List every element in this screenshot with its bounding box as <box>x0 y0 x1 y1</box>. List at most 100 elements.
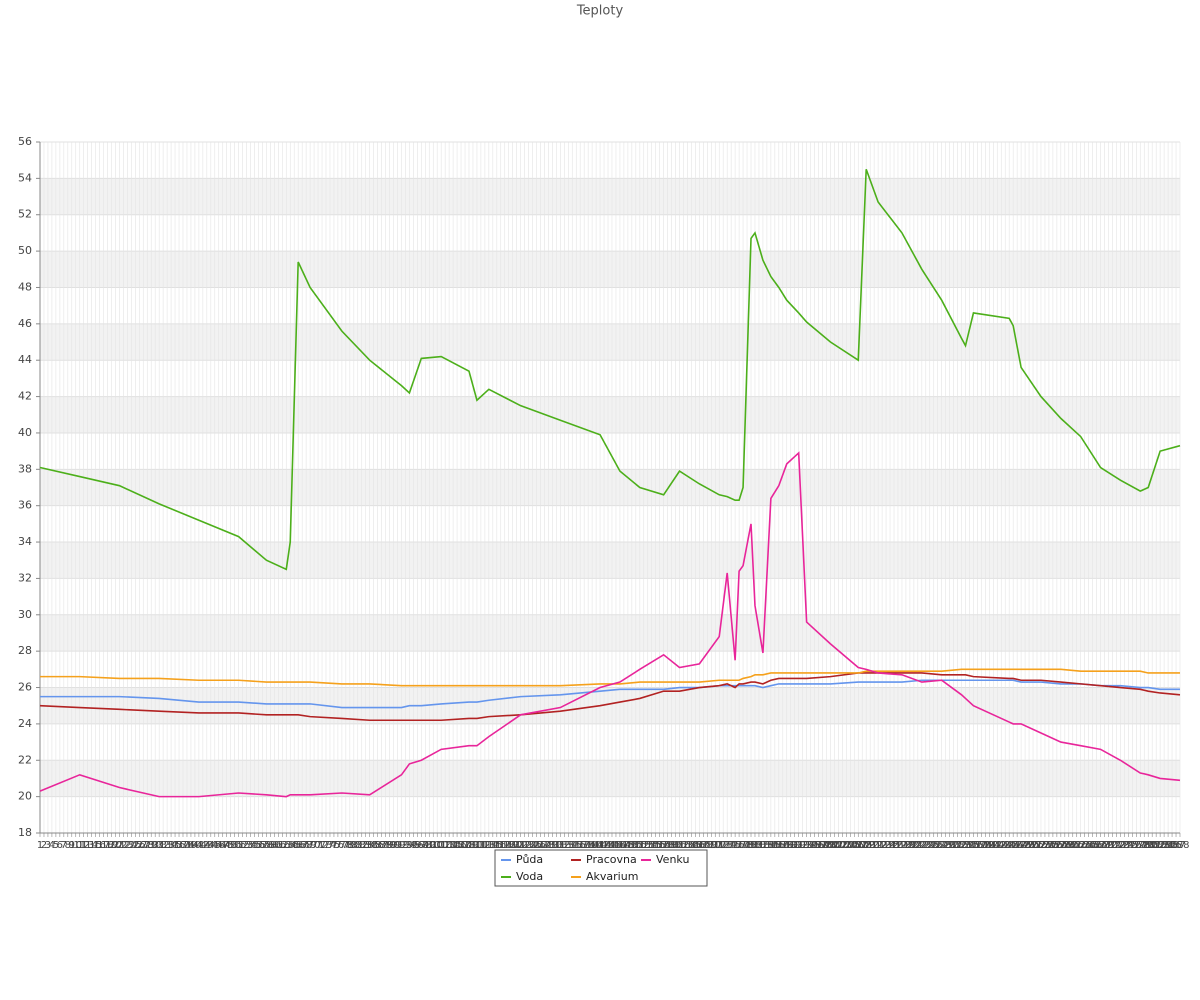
x-tick-label: 198 <box>813 840 832 851</box>
x-tick-label: 246 <box>1004 840 1023 851</box>
x-tick-label: 111 <box>467 840 486 851</box>
chart-title: Teploty <box>576 4 624 19</box>
y-tick-label: 50 <box>18 244 32 257</box>
x-tick-label: 17 <box>97 840 110 851</box>
x-tick-label: 244 <box>996 840 1015 851</box>
x-tick-label: 211 <box>865 840 884 851</box>
x-tick-label: 59 <box>264 840 277 851</box>
x-tick-label: 274 <box>1115 840 1134 851</box>
x-tick-label: 147 <box>610 840 629 851</box>
x-tick-label: 185 <box>761 840 780 851</box>
x-tick-label: 33 <box>161 840 174 851</box>
x-tick-label: 28 <box>141 840 154 851</box>
x-tick-label: 36 <box>173 840 186 851</box>
x-tick-label: 131 <box>547 840 566 851</box>
x-tick-label: 158 <box>654 840 673 851</box>
x-tick-label: 157 <box>650 840 669 851</box>
series-line <box>40 668 1180 687</box>
x-tick-label: 199 <box>817 840 836 851</box>
x-tick-label: 163 <box>674 840 693 851</box>
x-tick-label: 73 <box>320 840 333 851</box>
x-tick-label: 215 <box>880 840 899 851</box>
x-tick-label: 3 <box>45 840 51 851</box>
x-tick-label: 286 <box>1163 840 1182 851</box>
x-tick-label: 156 <box>646 840 665 851</box>
x-tick-label: 123 <box>515 840 534 851</box>
x-tick-label: 128 <box>535 840 554 851</box>
x-tick-label: 144 <box>598 840 617 851</box>
grid-band <box>40 396 1180 433</box>
x-tick-label: 69 <box>304 840 317 851</box>
x-tick-label: 224 <box>916 840 935 851</box>
x-tick-label: 103 <box>436 840 455 851</box>
x-tick-label: 247 <box>1008 840 1027 851</box>
x-tick-label: 34 <box>165 840 178 851</box>
x-tick-label: 275 <box>1119 840 1138 851</box>
x-tick-label: 139 <box>579 840 598 851</box>
x-tick-label: 98 <box>419 840 432 851</box>
x-tick-label: 200 <box>821 840 840 851</box>
x-tick-label: 282 <box>1147 840 1166 851</box>
x-tick-label: 118 <box>495 840 514 851</box>
y-tick-label: 38 <box>18 462 32 475</box>
x-tick-label: 22 <box>117 840 130 851</box>
y-tick-label: 20 <box>18 790 32 803</box>
x-tick-label: 196 <box>805 840 824 851</box>
x-tick-label: 180 <box>741 840 760 851</box>
x-tick-label: 100 <box>424 840 443 851</box>
x-tick-label: 168 <box>694 840 713 851</box>
x-tick-label: 25 <box>129 840 142 851</box>
series-line <box>39 451 1181 798</box>
x-tick-label: 90 <box>387 840 400 851</box>
x-tick-label: 11 <box>73 840 86 851</box>
x-tick-label: 132 <box>551 840 570 851</box>
x-tick-label: 254 <box>1035 840 1054 851</box>
x-tick-label: 237 <box>968 840 987 851</box>
x-tick-label: 261 <box>1063 840 1082 851</box>
x-tick-label: 112 <box>471 840 490 851</box>
x-tick-label: 58 <box>260 840 273 851</box>
x-tick-label: 107 <box>451 840 470 851</box>
x-tick-label: 61 <box>272 840 285 851</box>
x-tick-label: 87 <box>375 840 388 851</box>
x-tick-label: 273 <box>1111 840 1130 851</box>
x-tick-label: 160 <box>662 840 681 851</box>
x-tick-label: 113 <box>475 840 494 851</box>
x-tick-label: 23 <box>121 840 134 851</box>
x-tick-label: 116 <box>487 840 506 851</box>
x-tick-label: 26 <box>133 840 146 851</box>
x-tick-label: 216 <box>884 840 903 851</box>
x-tick-label: 220 <box>900 840 919 851</box>
x-tick-label: 279 <box>1135 840 1154 851</box>
x-tick-label: 206 <box>845 840 864 851</box>
x-tick-label: 212 <box>869 840 888 851</box>
x-tick-label: 93 <box>399 840 412 851</box>
x-tick-label: 95 <box>407 840 420 851</box>
x-tick-label: 92 <box>395 840 408 851</box>
x-tick-label: 122 <box>511 840 530 851</box>
x-tick-label: 140 <box>583 840 602 851</box>
x-tick-label: 141 <box>587 840 606 851</box>
x-tick-label: 72 <box>316 840 329 851</box>
x-tick-label: 83 <box>359 840 372 851</box>
y-tick-label: 30 <box>18 608 32 621</box>
x-tick-label: 75 <box>328 840 341 851</box>
x-tick-label: 41 <box>193 840 206 851</box>
x-tick-label: 63 <box>280 840 293 851</box>
x-tick-label: 46 <box>212 840 225 851</box>
x-tick-label: 115 <box>483 840 502 851</box>
x-tick-label: 253 <box>1031 840 1050 851</box>
x-tick-label: 45 <box>208 840 221 851</box>
x-tick-label: 236 <box>964 840 983 851</box>
x-tick-label: 195 <box>801 840 820 851</box>
x-tick-label: 38 <box>181 840 194 851</box>
x-tick-label: 77 <box>336 840 349 851</box>
legend-label: Voda <box>516 870 543 883</box>
x-tick-label: 110 <box>463 840 482 851</box>
y-tick-label: 22 <box>18 753 32 766</box>
y-tick-label: 36 <box>18 499 32 512</box>
x-tick-label: 270 <box>1099 840 1118 851</box>
x-tick-label: 8 <box>65 840 71 851</box>
x-tick-label: 85 <box>367 840 380 851</box>
